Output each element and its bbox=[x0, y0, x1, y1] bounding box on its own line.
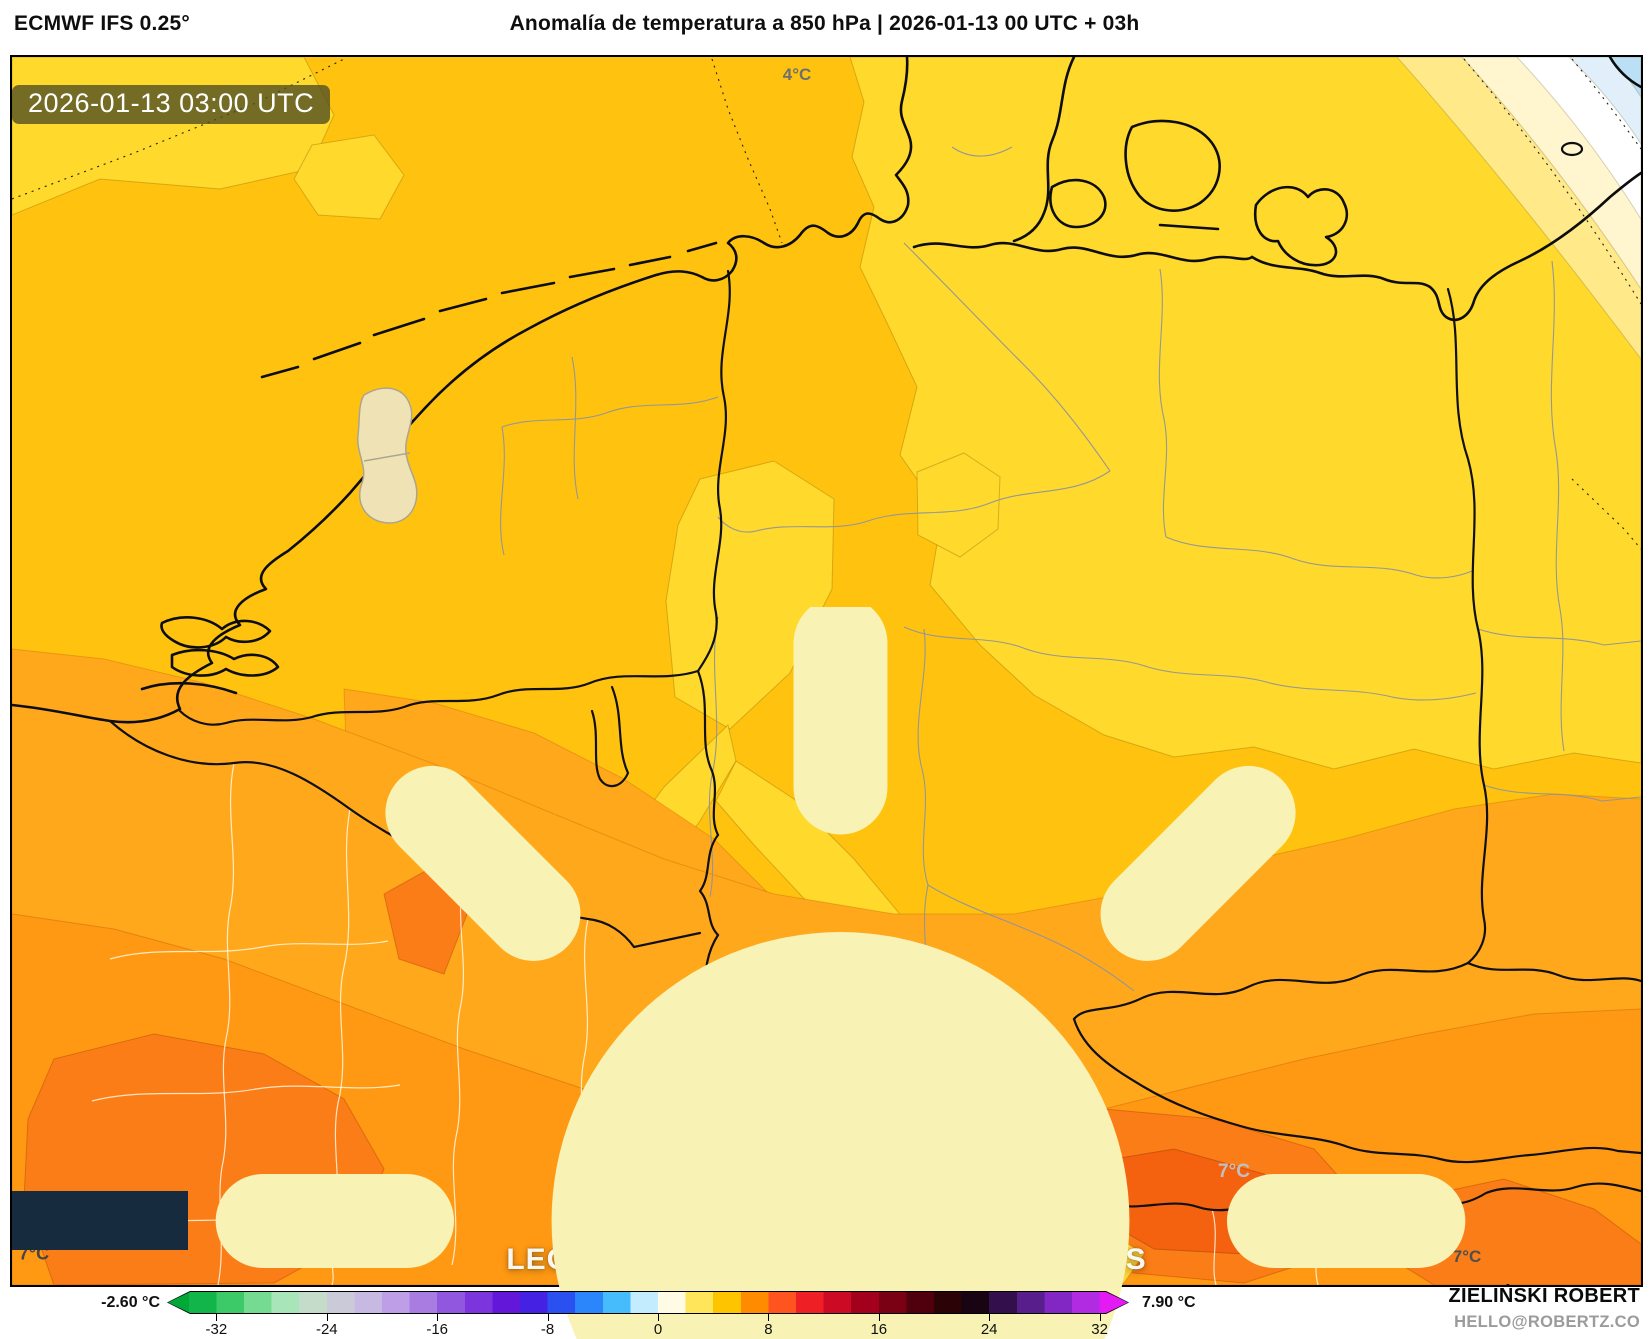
weather-map: 4°C6°C6°C7°C7°C7°C 2026-01-13 03:00 UTC … bbox=[10, 55, 1643, 1339]
colorbar-tick bbox=[326, 1313, 328, 1321]
colorbar-max-value: 7.90 °C bbox=[1142, 1294, 1196, 1311]
coastlines bbox=[12, 57, 1641, 724]
colorbar-tick-label: -32 bbox=[205, 1321, 228, 1338]
colorbar-tick-label: 24 bbox=[980, 1321, 998, 1338]
colorbar-tick-label: -24 bbox=[315, 1321, 338, 1338]
colorbar-tick bbox=[216, 1313, 218, 1321]
sun-icon bbox=[26, 606, 1649, 1339]
contour-label: 7°C bbox=[1452, 1247, 1482, 1266]
colorbar-min-value: -2.60 °C bbox=[101, 1294, 160, 1311]
colorbar-tick-label: 0 bbox=[653, 1321, 663, 1338]
colorbar-tick bbox=[437, 1313, 439, 1321]
maritime-dashed-lines bbox=[12, 58, 1641, 550]
colorbar-tick bbox=[658, 1313, 659, 1321]
credit-email: HELLO@ROBERTZ.CO bbox=[1454, 1313, 1640, 1331]
colorbar-tick-label: -8 bbox=[540, 1321, 555, 1338]
colorbar-tick bbox=[768, 1313, 770, 1321]
colorbar-tick-label: -16 bbox=[426, 1321, 449, 1338]
timestamp-badge: 2026-01-13 03:00 UTC bbox=[12, 85, 331, 124]
colorbar-tick bbox=[878, 1313, 880, 1321]
leometeo-logo: LeoMeteo.jp bbox=[12, 606, 1466, 1339]
colorbar-tick bbox=[547, 1313, 549, 1321]
contour-label: 4°C bbox=[782, 65, 812, 84]
page-title: Anomalía de temperatura a 850 hPa | 2026… bbox=[509, 12, 1140, 35]
colorbar bbox=[168, 1292, 1128, 1313]
contour-label: 7°C bbox=[1218, 1161, 1250, 1182]
colorbar-tick-label: 8 bbox=[764, 1321, 773, 1338]
colorbar-tick bbox=[989, 1313, 991, 1321]
colorbar-tick bbox=[1099, 1313, 1101, 1321]
colorbar-tick-label: 32 bbox=[1091, 1321, 1108, 1338]
colorbar-tick-label: 16 bbox=[870, 1321, 888, 1338]
model-label: ECMWF IFS 0.25° bbox=[14, 12, 190, 35]
credit-author: ZIELIŃSKI ROBERT bbox=[1448, 1285, 1640, 1307]
